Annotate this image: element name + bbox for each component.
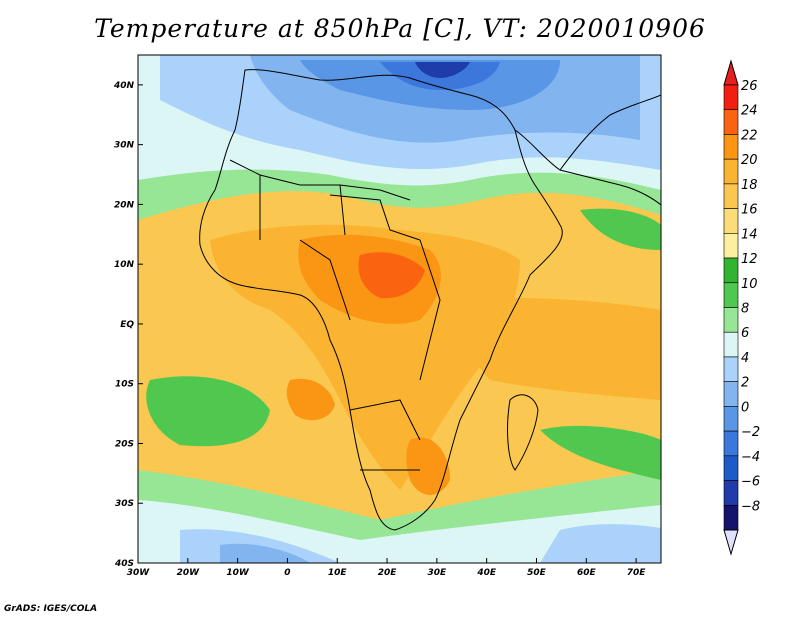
colorbar-label: 0 <box>741 400 749 415</box>
colorbar-label: 20 <box>741 153 758 168</box>
colorbar-label: 26 <box>741 79 758 94</box>
longitude-axis: 30W 20W 10W 0 10E 20E 30E 40E 50E 60E 70E <box>127 558 647 578</box>
colorbar-swatch <box>723 430 739 457</box>
colorbar-label: −4 <box>741 450 760 465</box>
lon-tick-label: 20W <box>177 568 201 578</box>
colorbar-swatch <box>723 134 739 160</box>
colorbar-swatch <box>723 307 739 333</box>
colorbar-label: 8 <box>741 302 749 317</box>
colorbar-label: 22 <box>741 128 758 143</box>
colorbar-swatch <box>723 406 739 432</box>
colorbar-label: 18 <box>741 178 758 193</box>
colorbar-swatch <box>723 356 739 382</box>
lat-tick-label: 40S <box>114 559 134 569</box>
plot-frame <box>137 54 662 564</box>
lon-tick-label: 60E <box>577 568 597 578</box>
lat-tick-label: 30S <box>115 499 134 509</box>
colorbar-label: 4 <box>741 351 749 366</box>
lon-tick-label: 70E <box>627 568 647 578</box>
lat-tick-label: 10S <box>115 380 134 390</box>
lat-tick-label: 30N <box>114 141 135 151</box>
colorbar-swatch <box>723 158 739 185</box>
map-title: Temperature at 850hPa [C], VT: 202001090… <box>94 14 706 43</box>
lon-tick-label: 0 <box>284 568 290 578</box>
colorbar-swatch <box>723 455 739 481</box>
colorbar-swatch <box>723 282 739 308</box>
colorbar-swatch <box>723 233 739 259</box>
lon-tick-label: 40E <box>476 568 497 578</box>
lat-tick-label: 40N <box>113 81 135 91</box>
temperature-field <box>138 55 661 563</box>
colorbar-label: −2 <box>741 425 760 440</box>
lon-tick-label: 30W <box>127 568 151 578</box>
lon-tick-label: 50E <box>527 568 547 578</box>
colorbar-swatch <box>723 109 739 135</box>
colorbar-label: 12 <box>741 252 758 267</box>
colorbar-label: 14 <box>741 227 758 242</box>
latitude-axis: 40N 30N 20N 10N EQ 10S 20S 30S 40S <box>113 81 143 569</box>
colorbar-swatch <box>723 208 739 234</box>
colorbar-swatch <box>723 183 739 209</box>
colorbar-label: 2 <box>741 376 749 391</box>
colorbar-swatch <box>723 257 739 284</box>
lon-tick-label: 20E <box>378 568 398 578</box>
lat-tick-label: 10N <box>114 260 135 270</box>
lat-tick-label: 20N <box>114 200 135 210</box>
lon-tick-label: 10E <box>328 568 348 578</box>
colorbar-label: 6 <box>741 326 749 341</box>
colorbar-label: 16 <box>741 203 758 218</box>
lon-tick-label: 30E <box>428 568 448 578</box>
colorbar-label: 10 <box>741 277 758 292</box>
colorbar-swatch <box>723 331 739 358</box>
colorbar-label: −6 <box>741 475 760 490</box>
colorbar-swatch <box>723 504 739 531</box>
colorbar-swatch <box>723 480 739 506</box>
lon-tick-label: 10W <box>226 568 250 578</box>
credit-text: GrADS: IGES/COLA <box>4 604 98 614</box>
colorbar-swatch <box>723 381 739 407</box>
colorbar-label: −8 <box>741 499 760 514</box>
lat-tick-label: 20S <box>115 439 134 449</box>
colorbar-label: 24 <box>741 104 758 119</box>
colorbar-bottom-arrow <box>723 529 739 556</box>
colorbar-top-arrow <box>723 59 739 86</box>
coastlines <box>199 69 661 531</box>
colorbar-swatch <box>723 84 739 111</box>
lat-tick-label: EQ <box>120 320 134 330</box>
